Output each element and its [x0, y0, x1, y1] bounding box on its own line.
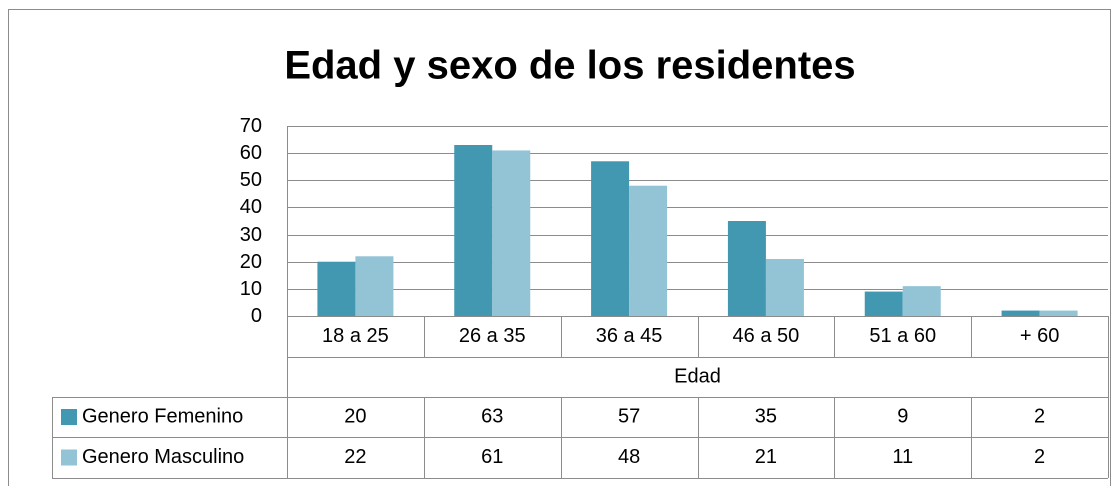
- x-tick-label: + 60: [1020, 325, 1059, 347]
- bar: [864, 291, 903, 316]
- bar: [492, 150, 531, 316]
- y-tick-label: 40: [240, 196, 262, 218]
- x-tick-label: 36 a 45: [596, 325, 663, 347]
- x-axis-label: Edad: [674, 365, 721, 387]
- bar: [591, 161, 630, 316]
- data-table-value: 57: [618, 405, 640, 427]
- bar: [1001, 310, 1040, 316]
- bar: [727, 221, 766, 316]
- bar: [765, 259, 804, 316]
- data-table-value: 2: [1034, 446, 1045, 468]
- legend-label: Genero Masculino: [82, 446, 244, 468]
- chart-frame: [8, 9, 1111, 486]
- chart-title: Edad y sexo de los residentes: [284, 44, 855, 88]
- y-tick-label: 0: [251, 305, 262, 327]
- bar: [629, 185, 668, 316]
- data-table-value: 9: [897, 405, 908, 427]
- data-table-value: 21: [755, 446, 777, 468]
- y-tick-label: 30: [240, 224, 262, 246]
- y-tick-label: 20: [240, 251, 262, 273]
- x-tick-label: 26 a 35: [459, 325, 526, 347]
- legend-swatch: [61, 449, 77, 466]
- x-tick-label: 46 a 50: [733, 325, 800, 347]
- data-table-value: 22: [344, 446, 366, 468]
- data-table-value: 63: [481, 405, 503, 427]
- y-tick-label: 60: [240, 142, 262, 164]
- bar: [355, 256, 394, 316]
- x-tick-label: 51 a 60: [869, 325, 936, 347]
- data-table-value: 2: [1034, 405, 1045, 427]
- bar: [454, 145, 493, 316]
- x-tick-label: 18 a 25: [322, 325, 389, 347]
- y-tick-label: 50: [240, 169, 262, 191]
- y-tick-label: 10: [240, 278, 262, 300]
- legend-label: Genero Femenino: [82, 405, 243, 427]
- y-tick-label: 70: [240, 115, 262, 137]
- data-table-value: 35: [755, 405, 777, 427]
- bar: [317, 261, 356, 316]
- bar: [1039, 310, 1078, 316]
- data-table-value: 20: [344, 405, 366, 427]
- legend-swatch: [61, 409, 77, 425]
- data-table-value: 11: [892, 446, 913, 468]
- data-table-value: 61: [481, 446, 503, 468]
- bar: [902, 286, 941, 316]
- data-table-value: 48: [618, 446, 640, 468]
